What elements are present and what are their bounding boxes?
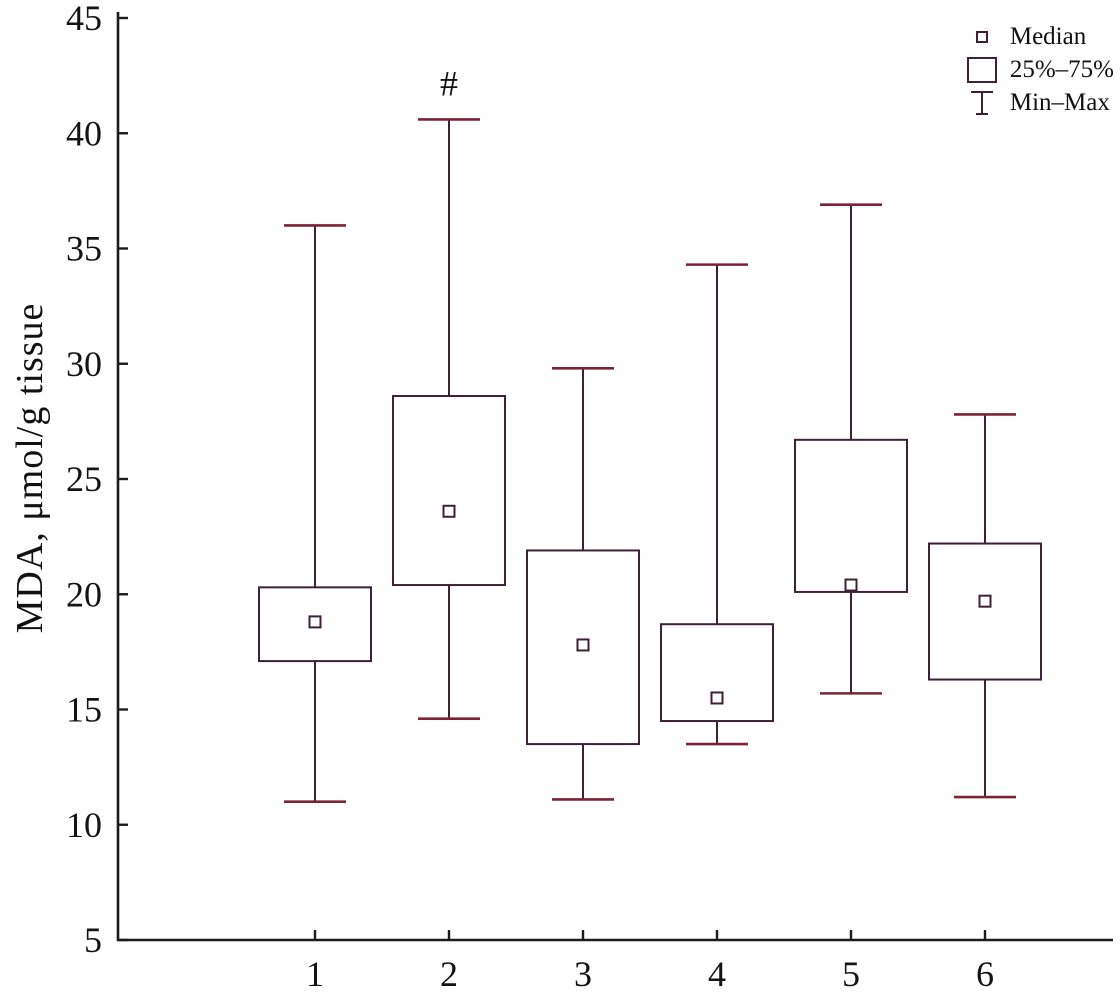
y-tick-label: 45 (66, 0, 102, 38)
x-tick-label: 5 (842, 954, 860, 994)
legend-item-box: 25%–75% (964, 55, 1114, 85)
median-marker-group-6 (978, 594, 992, 608)
y-tick-label: 15 (66, 690, 102, 730)
box-25-75-icon (966, 57, 997, 83)
x-tick-label: 3 (574, 954, 592, 994)
legend-label-box: 25%–75% (1009, 56, 1114, 83)
min-max-icon (970, 91, 993, 115)
legend-item-median: Median (964, 22, 1114, 52)
median-marker-group-3 (576, 638, 590, 652)
legend-label-minmax: Min–Max (1009, 89, 1110, 116)
median-marker-group-4 (710, 691, 724, 705)
y-tick-label: 5 (84, 920, 102, 960)
median-marker-group-5 (844, 578, 858, 592)
y-tick-label: 10 (66, 805, 102, 845)
median-marker-group-2 (442, 504, 456, 518)
y-axis-label: MDA, μmol/g tissue (9, 302, 51, 634)
y-tick-label: 30 (66, 344, 102, 384)
legend-label-median: Median (1009, 23, 1087, 50)
x-tick-label: 2 (440, 954, 458, 994)
legend-item-minmax: Min–Max (964, 88, 1114, 118)
y-tick-label: 35 (66, 229, 102, 269)
y-tick-label: 20 (66, 574, 102, 614)
x-tick-label: 1 (306, 954, 324, 994)
iqr-box-group-5 (794, 438, 908, 593)
x-tick-label: 4 (708, 954, 726, 994)
iqr-box-group-3 (526, 549, 640, 746)
x-tick-label: 6 (976, 954, 994, 994)
iqr-box-group-2 (392, 395, 506, 587)
y-tick-label: 40 (66, 113, 102, 153)
median-icon (975, 31, 988, 43)
significance-annotation-group-2: # (440, 63, 458, 103)
iqr-box-group-6 (928, 542, 1042, 681)
median-marker-group-1 (308, 615, 322, 629)
legend: Median 25%–75% Min–Max (964, 22, 1114, 118)
y-tick-label: 25 (66, 459, 102, 499)
iqr-box-group-4 (660, 623, 774, 723)
